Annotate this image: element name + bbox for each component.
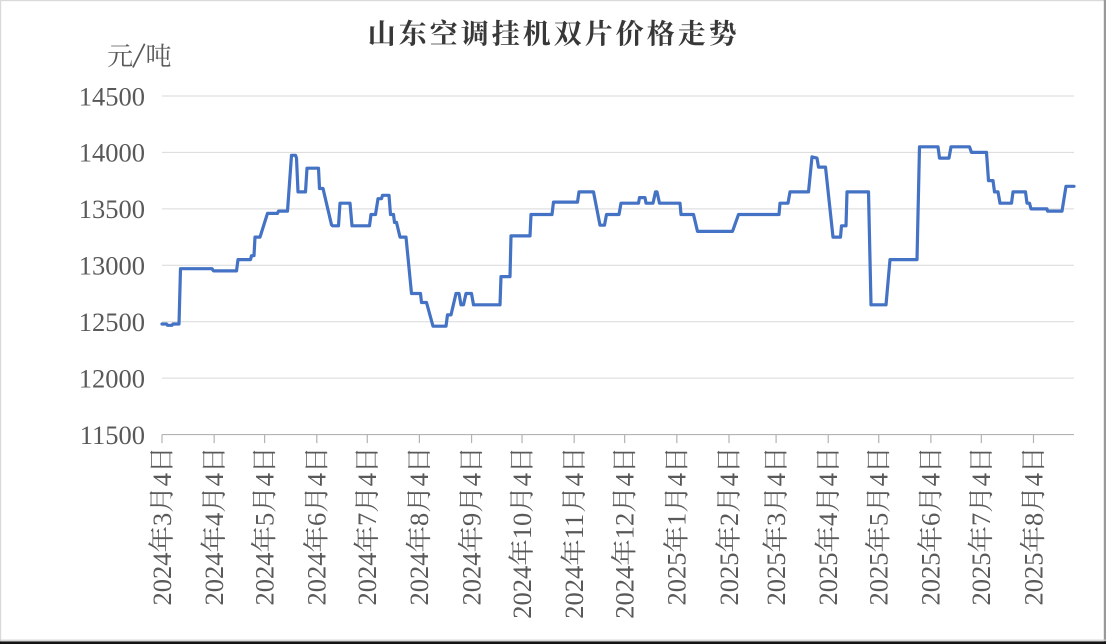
svg-text:12000: 12000 (79, 363, 145, 393)
svg-text:4: 4 (864, 473, 894, 486)
svg-text:2025: 2025 (1018, 553, 1048, 606)
svg-text:3: 3 (761, 513, 791, 526)
svg-text:2024: 2024 (352, 553, 382, 606)
svg-text:11: 11 (559, 514, 589, 540)
svg-text:2024: 2024 (559, 566, 589, 619)
svg-text:13500: 13500 (79, 194, 145, 224)
svg-text:13000: 13000 (79, 251, 145, 281)
svg-text:4: 4 (916, 473, 946, 486)
svg-text:11500: 11500 (80, 420, 145, 450)
svg-text:2025: 2025 (864, 553, 894, 606)
svg-text:4: 4 (813, 513, 843, 526)
svg-text:4: 4 (507, 473, 537, 486)
svg-text:12500: 12500 (79, 307, 145, 337)
svg-text:4: 4 (302, 473, 332, 486)
svg-text:4: 4 (199, 513, 229, 526)
svg-text:4: 4 (352, 473, 382, 486)
svg-text:7: 7 (352, 513, 382, 526)
svg-text:4: 4 (714, 473, 744, 486)
svg-text:5: 5 (864, 513, 894, 526)
svg-text:1: 1 (662, 513, 692, 526)
svg-text:8: 8 (1018, 513, 1048, 526)
svg-text:2025: 2025 (761, 553, 791, 606)
svg-text:4: 4 (761, 473, 791, 486)
svg-text:4: 4 (662, 473, 692, 486)
svg-text:9: 9 (456, 513, 486, 526)
svg-text:14000: 14000 (79, 138, 145, 168)
svg-text:2025: 2025 (714, 553, 744, 606)
svg-text:2025: 2025 (813, 553, 843, 606)
svg-text:2025: 2025 (966, 553, 996, 606)
svg-text:2024: 2024 (199, 553, 229, 606)
svg-text:2: 2 (714, 513, 744, 526)
svg-text:5: 5 (249, 513, 279, 526)
svg-text:2024: 2024 (404, 553, 434, 606)
svg-text:4: 4 (1018, 473, 1048, 486)
svg-text:14500: 14500 (79, 81, 145, 111)
svg-text:4: 4 (404, 473, 434, 486)
svg-text:4: 4 (199, 473, 229, 486)
svg-text:4: 4 (249, 473, 279, 486)
svg-text:7: 7 (966, 513, 996, 526)
svg-text:2025: 2025 (662, 553, 692, 606)
svg-text:4: 4 (147, 473, 177, 486)
svg-text:12: 12 (609, 513, 639, 540)
svg-text:2024: 2024 (507, 566, 537, 619)
svg-text:2024: 2024 (249, 553, 279, 606)
svg-text:2024: 2024 (147, 553, 177, 606)
svg-text:4: 4 (559, 473, 589, 486)
svg-text:6: 6 (302, 513, 332, 526)
svg-text:8: 8 (404, 513, 434, 526)
svg-text:4: 4 (456, 473, 486, 486)
svg-text:4: 4 (966, 473, 996, 486)
svg-text:10: 10 (507, 513, 537, 540)
svg-text:4: 4 (609, 473, 639, 486)
svg-text:2024: 2024 (302, 553, 332, 606)
svg-text:2025: 2025 (916, 553, 946, 606)
svg-text:3: 3 (147, 513, 177, 526)
svg-text:4: 4 (813, 473, 843, 486)
svg-text:6: 6 (916, 513, 946, 526)
svg-text:2024: 2024 (609, 566, 639, 619)
svg-text:2024: 2024 (456, 553, 486, 606)
